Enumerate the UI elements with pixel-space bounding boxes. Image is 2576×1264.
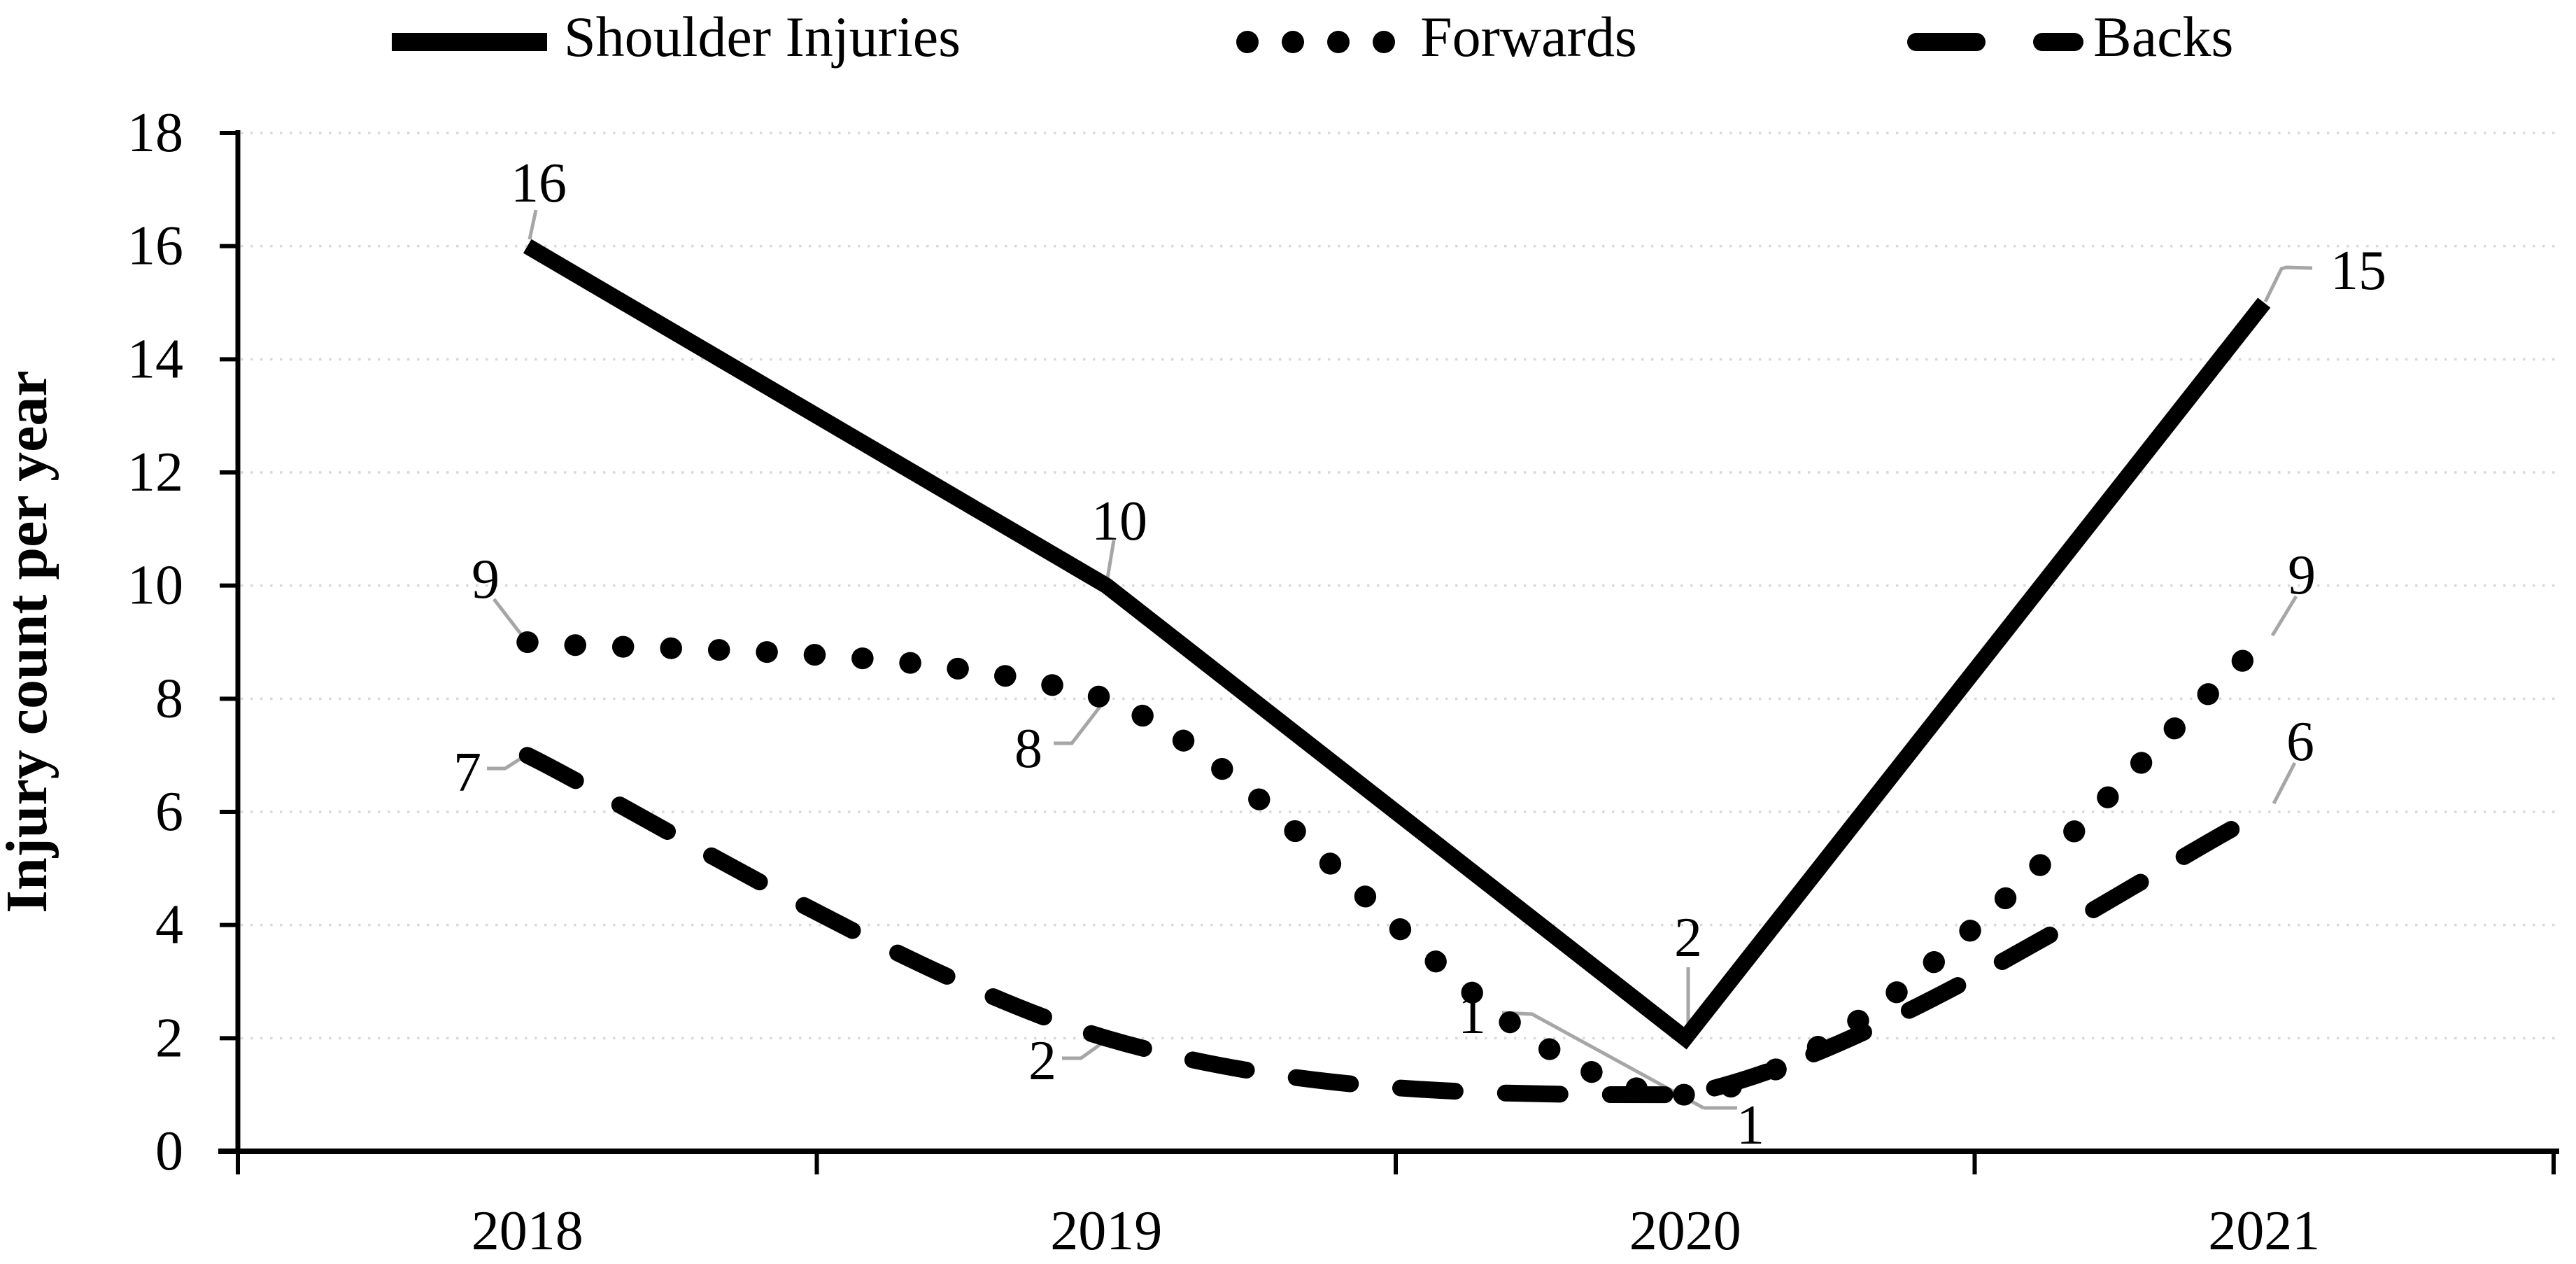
legend-dot-icon [1236, 31, 1259, 53]
y-tick-label-0: 0 [155, 1121, 183, 1182]
legend-label-backs: Backs [2093, 5, 2233, 69]
leader-line-shoulder-injuries-2019 [1105, 540, 1116, 579]
data-label-shoulder-injuries-2019: 10 [1091, 491, 1147, 552]
leader-line-backs-2019 [1062, 1042, 1102, 1060]
legend-dot-icon [1282, 31, 1304, 53]
legend-swatch-dashed-line [1907, 33, 2083, 51]
x-tick-label-2018: 2018 [472, 1200, 583, 1261]
leader-line-backs-2018 [487, 757, 522, 771]
leader-line-shoulder-injuries-2021 [2263, 265, 2313, 303]
legend-label-shoulder-injuries: Shoulder Injuries [564, 5, 961, 69]
legend-dash-icon [2033, 33, 2083, 51]
y-tick-label-16: 16 [127, 216, 183, 277]
leader-line-backs-2021 [2272, 761, 2297, 805]
data-label-shoulder-injuries-2018: 16 [511, 153, 567, 214]
data-label-backs-2019: 2 [1028, 1030, 1056, 1092]
y-tick-label-14: 14 [127, 328, 183, 390]
data-label-shoulder-injuries-2021: 15 [2330, 240, 2386, 302]
y-tick-label-8: 8 [155, 668, 183, 729]
data-label-shoulder-injuries-2020: 2 [1674, 907, 1702, 969]
data-label-forwards-2019: 8 [1014, 718, 1042, 780]
x-tick-label-2019: 2019 [1050, 1200, 1162, 1261]
leader-line-forwards-2021 [2270, 595, 2298, 637]
chart-legend: Shoulder Injuries Forwards Backs [392, 5, 2233, 69]
data-label-backs-2021: 6 [2286, 711, 2314, 773]
series-line-forwards [516, 631, 2275, 1106]
data-label-forwards-2021: 9 [2288, 545, 2316, 606]
legend-swatch-dotted-line [1236, 31, 1395, 53]
data-label-forwards-2018: 9 [472, 549, 500, 610]
legend-label-forwards: Forwards [1420, 5, 1637, 69]
y-axis-title: Injury count per year [0, 370, 59, 913]
leader-line-shoulder-injuries-2018 [528, 209, 538, 240]
y-tick-label-2: 2 [155, 1007, 183, 1069]
legend-dot-icon [1327, 31, 1350, 53]
legend-dot-icon [1373, 31, 1395, 53]
x-tick-label-2020: 2020 [1629, 1200, 1741, 1261]
data-label-backs-2018: 7 [453, 742, 481, 803]
legend-swatch-solid-line [392, 33, 547, 51]
data-label-forwards-2020: 1 [1458, 984, 1486, 1046]
leader-line-forwards-2018 [493, 598, 523, 637]
y-tick-label-18: 18 [127, 102, 183, 164]
y-tick-label-12: 12 [127, 442, 183, 503]
y-tick-label-4: 4 [155, 894, 183, 956]
leader-line-forwards-2019 [1054, 705, 1101, 745]
series-line-shoulder-injuries [523, 239, 2271, 1050]
series-line-backs [518, 747, 2273, 1104]
y-tick-label-10: 10 [127, 555, 183, 617]
legend-dash-icon [1907, 33, 1986, 51]
y-tick-label-6: 6 [155, 781, 183, 843]
data-label-backs-2020: 1 [1736, 1095, 1764, 1156]
x-tick-label-2021: 2021 [2208, 1200, 2320, 1261]
